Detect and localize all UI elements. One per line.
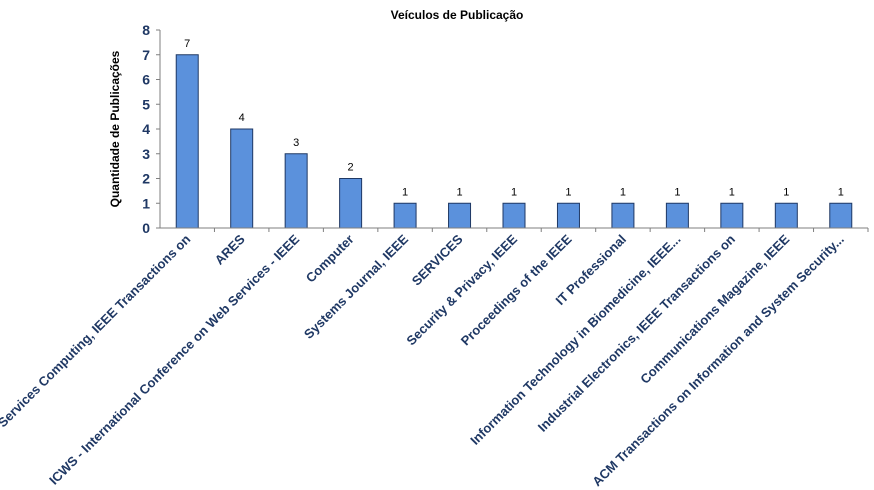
x-tick-label: Security & Privacy, IEEE bbox=[403, 231, 520, 348]
x-tick-label: Industrial Electronics, IEEE Transaction… bbox=[535, 231, 738, 434]
bar bbox=[502, 202, 526, 229]
y-tick-label: 8 bbox=[142, 22, 150, 38]
chart-title: Veículos de Publicação bbox=[391, 8, 524, 22]
x-tick-label: Proceedings of the IEEE bbox=[458, 231, 575, 348]
bar bbox=[230, 128, 254, 229]
data-label: 1 bbox=[565, 186, 571, 198]
y-tick-label: 4 bbox=[142, 121, 150, 137]
data-label: 1 bbox=[620, 186, 626, 198]
bar bbox=[175, 54, 199, 229]
bar bbox=[556, 202, 580, 229]
bar bbox=[284, 153, 308, 229]
x-tick-label: Computer bbox=[303, 232, 357, 286]
data-label: 1 bbox=[783, 186, 789, 198]
y-axis-label: Quantidade de Publicações bbox=[108, 50, 122, 207]
data-label: 1 bbox=[456, 186, 462, 198]
y-tick-label: 1 bbox=[142, 195, 150, 211]
y-tick-label: 0 bbox=[142, 220, 150, 236]
x-tick-label: Information Technology in Biomedicine, I… bbox=[467, 232, 683, 448]
x-axis-ticks: Services Computing, IEEE Transactions on… bbox=[0, 228, 869, 490]
x-tick-label: ICWS - International Conference on Web S… bbox=[46, 231, 302, 487]
data-label: 1 bbox=[674, 186, 680, 198]
y-tick-label: 6 bbox=[142, 72, 150, 88]
bar bbox=[339, 178, 363, 229]
data-label: 1 bbox=[838, 186, 844, 198]
data-label: 1 bbox=[402, 186, 408, 198]
y-tick-label: 3 bbox=[142, 146, 150, 162]
y-tick-label: 7 bbox=[142, 47, 150, 63]
bar bbox=[448, 202, 472, 229]
data-label: 1 bbox=[511, 186, 517, 198]
bar bbox=[665, 202, 689, 229]
data-label: 3 bbox=[293, 137, 299, 149]
data-label: 4 bbox=[239, 112, 245, 124]
x-tick-label: SERVICES bbox=[409, 231, 466, 288]
x-tick-label: ARES bbox=[212, 231, 248, 267]
x-tick-label: Systems Journal, IEEE bbox=[301, 231, 411, 341]
y-axis-ticks: 0 1 2 3 4 5 6 7 8 bbox=[142, 22, 160, 236]
x-tick-label: Services Computing, IEEE Transactions on bbox=[0, 231, 193, 430]
bar bbox=[774, 202, 798, 229]
bar bbox=[611, 202, 635, 229]
data-label: 1 bbox=[729, 186, 735, 198]
bar bbox=[393, 202, 417, 229]
data-label: 7 bbox=[184, 38, 190, 50]
bar bbox=[829, 202, 853, 229]
data-labels: 7 4 3 2 1 1 1 1 1 1 1 1 1 bbox=[184, 38, 844, 199]
y-tick-label: 2 bbox=[142, 171, 150, 187]
bars bbox=[175, 54, 853, 229]
bar bbox=[720, 202, 744, 229]
data-label: 2 bbox=[348, 162, 354, 174]
y-tick-label: 5 bbox=[142, 96, 150, 112]
x-tick-label: ACM Transactions on Information and Syst… bbox=[589, 232, 847, 490]
